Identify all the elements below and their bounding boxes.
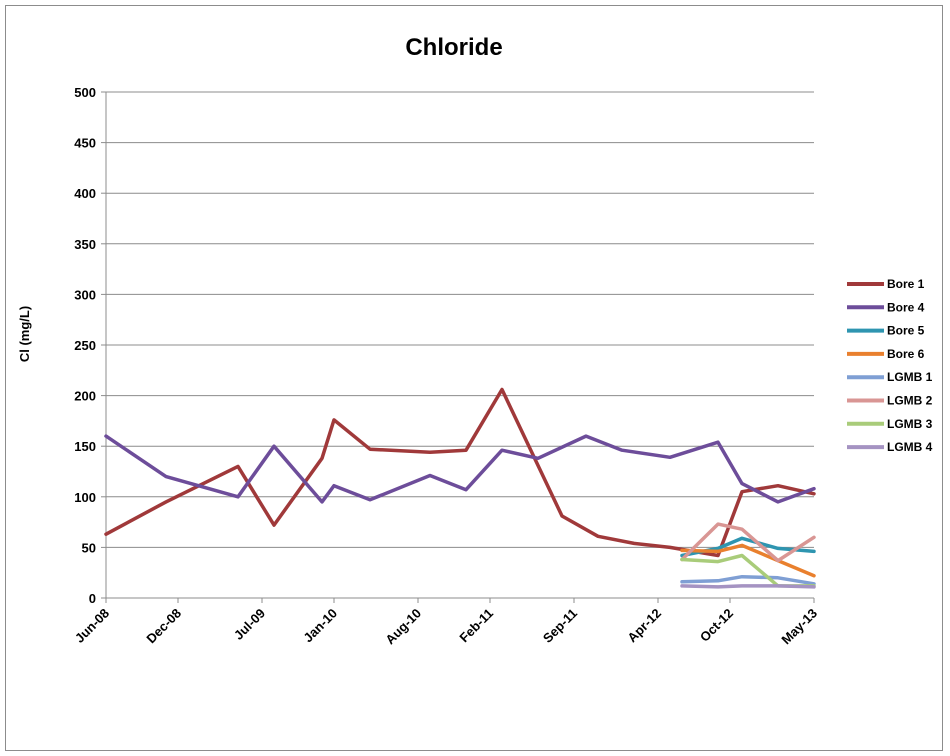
x-tick-label: Jan-10 [300,606,340,646]
series-line-bore-1 [104,387,816,558]
legend-label: LGMB 3 [887,417,933,431]
legend-label: Bore 5 [887,324,925,338]
y-axis-title: Cl (mg/L) [17,306,32,362]
x-tick-label: Sep-11 [540,606,580,646]
x-tick-label: Dec-08 [143,606,184,647]
x-tick-label: Oct-12 [697,606,736,645]
legend-label: LGMB 2 [887,394,933,408]
chloride-chart: Chloride 050100150200250300350400450500 … [17,34,933,648]
series-line-bore-4 [104,434,816,504]
legend-label: LGMB 4 [887,440,933,454]
y-tick-label: 0 [89,591,96,606]
legend-label: Bore 6 [887,347,925,361]
y-tick-label: 350 [74,237,96,252]
y-tick-label: 150 [74,439,96,454]
x-tick-label: Apr-12 [624,606,664,646]
legend-label: Bore 4 [887,300,925,314]
y-tick-label: 100 [74,490,96,505]
x-tick-label: Feb-11 [456,606,496,646]
y-tick-label: 50 [82,540,96,555]
chart-frame: Chloride 0 50 100 150 200 250 300 350 400 450 500 … [5,5,943,751]
y-tick-label: 450 [74,136,96,151]
x-tick-label: Jun-08 [72,606,112,646]
series-line-lgmb-1 [680,574,816,586]
series-line-lgmb-4 [680,584,816,589]
y-tick-label: 300 [74,287,96,302]
y-tick-label: 500 [74,85,96,100]
legend-label: LGMB 1 [887,370,933,384]
y-tick-label: 200 [74,389,96,404]
x-tick-label: May-13 [778,606,820,648]
chart-title: Chloride [405,34,502,61]
series-line-lgmb-2 [680,522,816,563]
legend-label: Bore 1 [887,277,925,291]
y-tick-label: 250 [74,338,96,353]
y-tick-label: 400 [74,186,96,201]
series-line-bore-6 [680,543,816,578]
x-tick-label: Aug-10 [382,606,424,648]
x-tick-label: Jul-09 [231,606,268,643]
